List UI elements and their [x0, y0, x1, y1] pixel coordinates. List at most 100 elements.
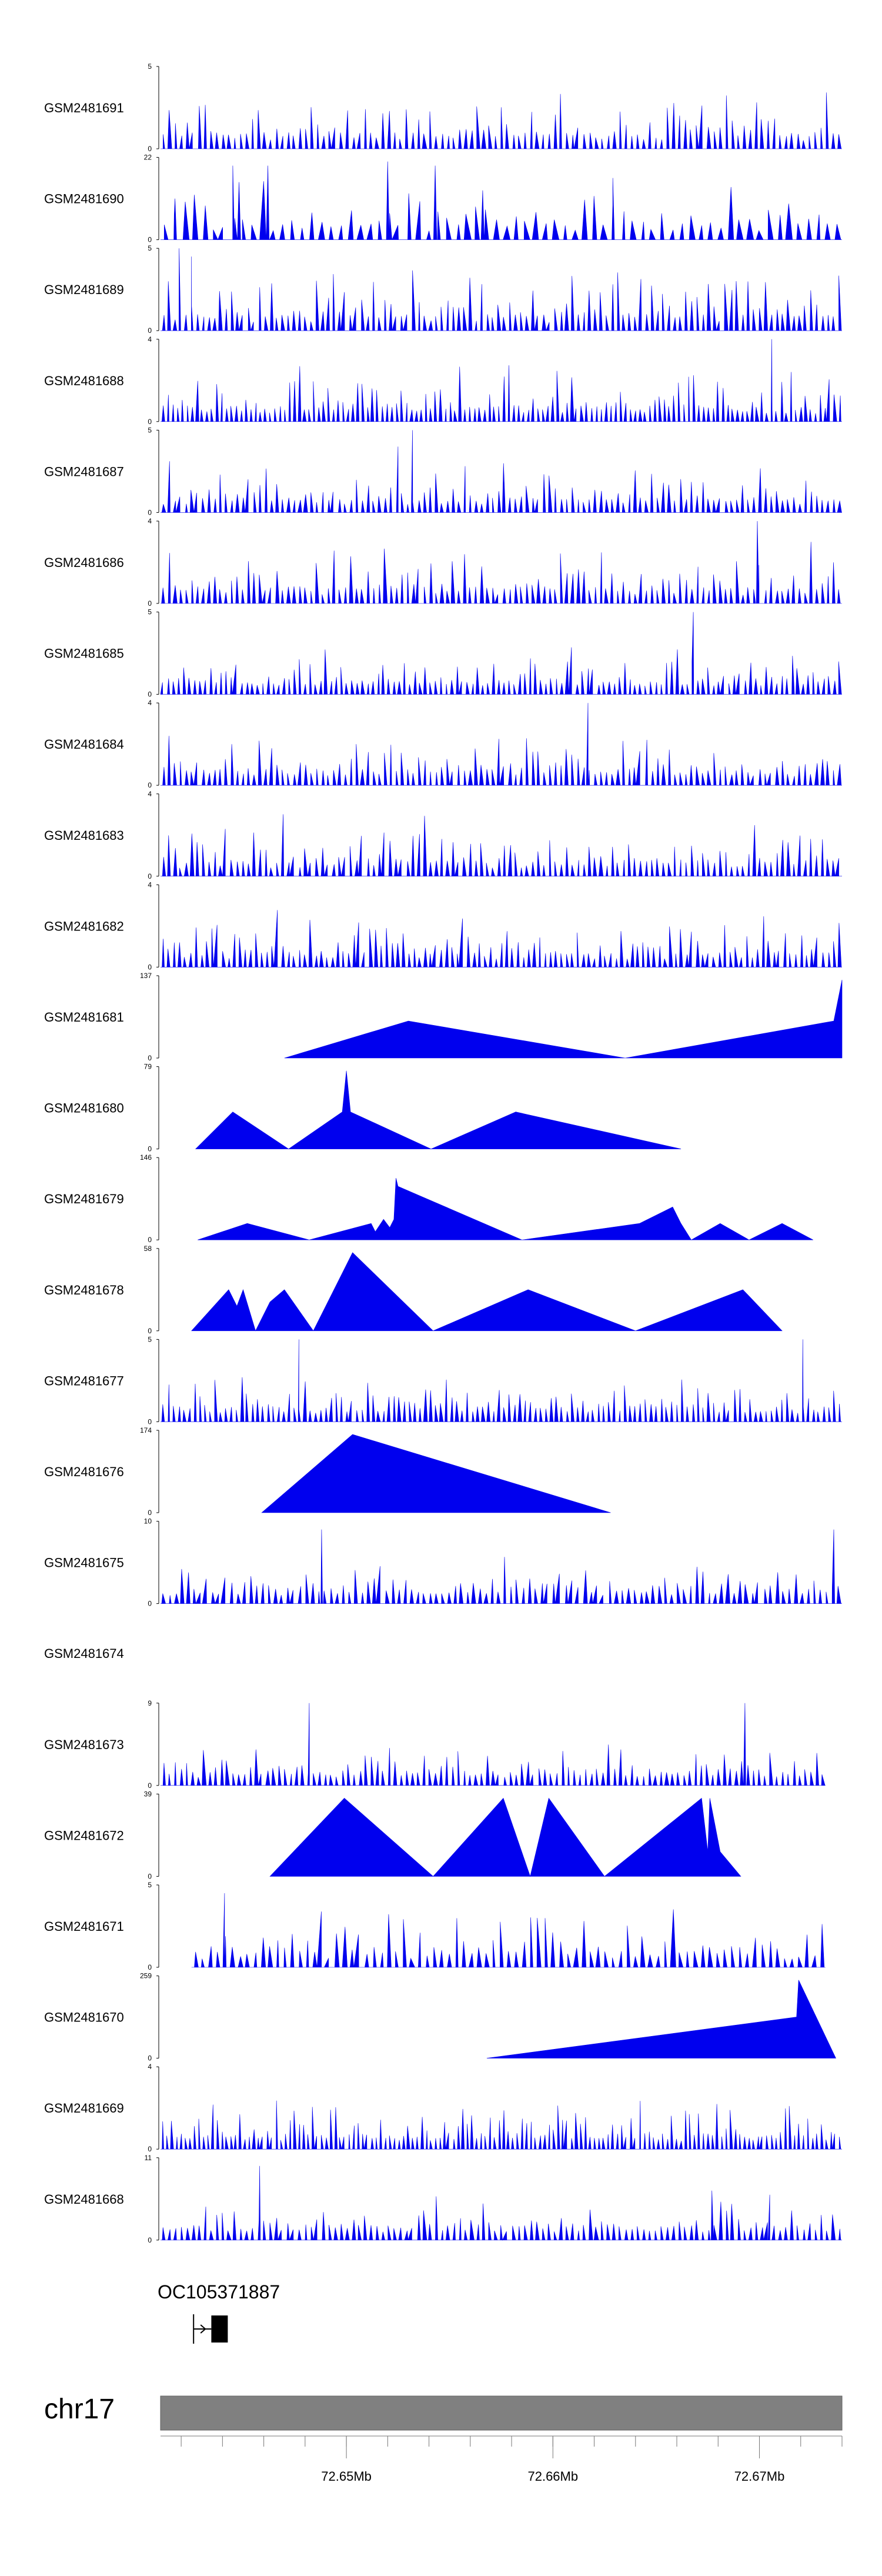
track-label: GSM2481683 — [44, 828, 124, 843]
track-label: GSM2481685 — [44, 646, 124, 661]
y-max-label: 39 — [144, 1790, 152, 1798]
track-GSM2481686: GSM2481686 4 0 — [44, 517, 842, 608]
y-min-label: 0 — [148, 2054, 152, 2063]
gene-strand-arrow — [200, 2324, 206, 2334]
track-label: GSM2481676 — [44, 1464, 124, 1479]
y-min-label: 0 — [148, 781, 152, 789]
track-label: GSM2481675 — [44, 1556, 124, 1570]
x-axis-tick-label: 72.67Mb — [734, 2469, 785, 2484]
coverage-area — [161, 1529, 842, 1604]
x-axis-tick-label: 72.65Mb — [321, 2469, 372, 2484]
y-min-label: 0 — [148, 1600, 152, 1608]
y-max-label: 5 — [148, 426, 152, 434]
track-label: GSM2481674 — [44, 1646, 124, 1661]
y-min-label: 0 — [148, 145, 152, 153]
y-max-label: 174 — [140, 1426, 152, 1434]
chromosome-band — [160, 2395, 843, 2431]
track-GSM2481672: GSM2481672 39 0 — [44, 1790, 741, 1880]
y-min-label: 0 — [148, 2145, 152, 2153]
coverage-area — [160, 612, 842, 695]
coverage-area — [161, 1339, 842, 1422]
y-max-label: 9 — [148, 1699, 152, 1707]
coverage-area — [161, 520, 842, 604]
y-max-label: 259 — [140, 1972, 152, 1980]
y-max-label: 4 — [148, 335, 152, 343]
track-label: GSM2481682 — [44, 919, 124, 933]
y-min-label: 0 — [148, 1509, 152, 1517]
track-label: GSM2481691 — [44, 101, 124, 115]
gene-label: OC105371887 — [158, 2281, 280, 2303]
track-GSM2481687: GSM2481687 5 0 — [44, 426, 842, 516]
y-max-label: 79 — [144, 1063, 152, 1071]
track-GSM2481671: GSM2481671 5 0 — [44, 1881, 826, 1971]
y-min-label: 0 — [148, 1781, 152, 1790]
y-max-label: 5 — [148, 1881, 152, 1889]
track-GSM2481690: GSM2481690 22 0 — [44, 154, 842, 244]
y-max-label: 4 — [148, 517, 152, 525]
track-GSM2481677: GSM2481677 5 0 — [44, 1335, 842, 1426]
track-GSM2481678: GSM2481678 58 0 — [44, 1244, 783, 1335]
coverage-area — [161, 430, 842, 513]
chromosome-label: chr17 — [44, 2394, 115, 2425]
track-label: GSM2481679 — [44, 1192, 124, 1206]
y-max-label: 5 — [148, 62, 152, 71]
coverage-area — [161, 703, 842, 786]
coverage-area — [191, 1893, 826, 1968]
coverage-area — [198, 1178, 813, 1240]
track-GSM2481683: GSM2481683 4 0 — [44, 790, 842, 880]
coverage-area — [161, 910, 842, 967]
track-GSM2481682: GSM2481682 4 0 — [44, 880, 842, 971]
y-min-label: 0 — [148, 963, 152, 971]
track-label: GSM2481687 — [44, 464, 124, 479]
track-GSM2481688: GSM2481688 4 0 — [44, 335, 842, 426]
track-label: GSM2481671 — [44, 1919, 124, 1934]
track-GSM2481680: GSM2481680 79 0 — [44, 1063, 681, 1153]
coverage-area — [195, 1070, 681, 1149]
track-label: GSM2481688 — [44, 373, 124, 388]
y-min-label: 0 — [148, 508, 152, 516]
track-GSM2481679: GSM2481679 146 0 — [44, 1153, 813, 1244]
track-GSM2481670: GSM2481670 259 0 — [44, 1972, 836, 2063]
coverage-area — [161, 2165, 842, 2241]
track-GSM2481689: GSM2481689 5 0 — [44, 244, 842, 335]
coverage-area — [486, 1980, 836, 2058]
y-max-label: 5 — [148, 608, 152, 616]
track-GSM2481691: GSM2481691 5 0 — [44, 62, 842, 153]
y-max-label: 10 — [144, 1517, 152, 1526]
tracks-layer: GSM248169150GSM2481690220GSM248168950GSM… — [44, 62, 843, 2244]
y-max-label: 11 — [145, 2154, 152, 2162]
track-GSM2481673: GSM2481673 9 0 — [44, 1699, 826, 1790]
y-min-label: 0 — [148, 1236, 152, 1244]
track-label: GSM2481670 — [44, 2010, 124, 2025]
track-GSM2481681: GSM2481681 137 0 — [44, 972, 843, 1062]
track-label: GSM2481681 — [44, 1010, 124, 1025]
y-min-label: 0 — [148, 1872, 152, 1880]
track-label: GSM2481673 — [44, 1737, 124, 1752]
track-label: GSM2481680 — [44, 1101, 124, 1116]
track-label: GSM2481669 — [44, 2101, 124, 2115]
y-min-label: 0 — [148, 872, 152, 880]
coverage-area — [161, 161, 842, 241]
y-min-label: 0 — [148, 2236, 152, 2244]
track-label: GSM2481689 — [44, 282, 124, 297]
track-GSM2481675: GSM2481675 10 0 — [44, 1517, 842, 1608]
chromosome-ideogram-track: chr17 — [44, 2394, 843, 2431]
y-min-label: 0 — [148, 1327, 152, 1335]
y-max-label: 5 — [148, 1335, 152, 1343]
y-min-label: 0 — [148, 1054, 152, 1062]
gene-annotation-track: OC105371887 — [158, 2281, 280, 2344]
y-max-label: 4 — [148, 2063, 152, 2071]
y-max-label: 58 — [144, 1244, 152, 1253]
coverage-area — [284, 979, 843, 1059]
coverage-area — [161, 92, 842, 149]
gene-exon — [211, 2315, 228, 2343]
y-max-label: 4 — [148, 880, 152, 889]
y-min-label: 0 — [148, 1963, 152, 1971]
track-label: GSM2481668 — [44, 2192, 124, 2207]
track-GSM2481685: GSM2481685 5 0 — [44, 608, 842, 699]
coverage-area — [161, 339, 842, 422]
track-label: GSM2481678 — [44, 1283, 124, 1297]
y-min-label: 0 — [148, 1417, 152, 1426]
y-max-label: 137 — [140, 972, 152, 980]
coverage-area — [161, 2100, 842, 2150]
